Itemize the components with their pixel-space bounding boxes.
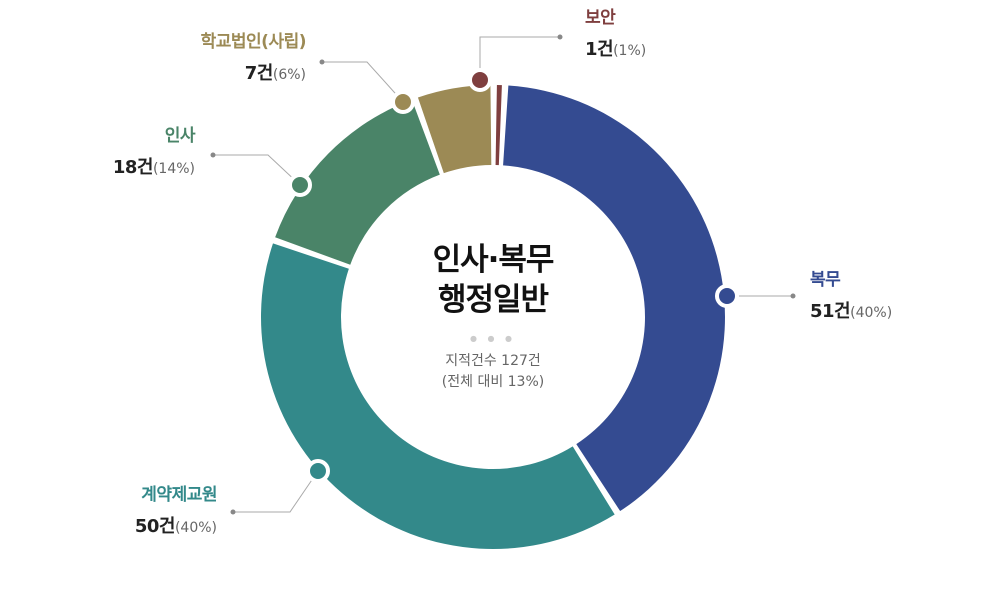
chart-subtitle-2: (전체 대비 13%) xyxy=(441,374,545,390)
label-count: 50건 xyxy=(134,516,176,537)
label-name: 계약제교원 xyxy=(141,485,217,505)
label-percent: (1%) xyxy=(613,43,647,59)
label-name: 인사 xyxy=(164,126,196,146)
slice-marker-dot xyxy=(391,90,415,114)
label-percent: (40%) xyxy=(850,305,893,321)
chart-title-line2: 행정일반 xyxy=(437,282,549,318)
slice-marker-dot xyxy=(306,459,330,483)
label-insa: 인사 18건(14%) xyxy=(112,126,196,178)
label-count: 1건 xyxy=(585,39,614,60)
donut-slice-복무 xyxy=(503,85,726,512)
label-count: 18건 xyxy=(112,157,154,178)
leader-end-dot xyxy=(319,59,325,65)
donut-slice-인사 xyxy=(275,99,440,265)
label-count: 51건 xyxy=(810,301,851,322)
donut-slice-학교법인(사립) xyxy=(417,85,492,174)
leader-line-school xyxy=(322,61,404,103)
label-contract-teacher: 계약제교원 50건(40%) xyxy=(134,485,218,537)
donut-slice-보안 xyxy=(495,85,502,166)
chart-subtitle-1: 지적건수 127건 xyxy=(445,353,541,369)
label-count: 7건 xyxy=(244,63,274,84)
leader-end-dot xyxy=(557,34,563,40)
label-percent: (14%) xyxy=(152,161,195,177)
slice-marker-dot xyxy=(468,68,492,92)
slice-marker-dot xyxy=(715,284,739,308)
dots-divider: ● ● ● xyxy=(469,334,517,343)
label-name: 학교법인(사립) xyxy=(200,32,307,52)
label-percent: (6%) xyxy=(272,67,306,83)
leader-line-insa xyxy=(213,154,301,186)
chart-title-line1: 인사·복무 xyxy=(432,242,555,278)
label-school-corp: 학교법인(사립) 7건(6%) xyxy=(200,32,307,84)
leader-end-dot xyxy=(230,509,236,515)
leader-line-contract xyxy=(233,470,319,513)
donut-slice-계약제교원 xyxy=(261,243,615,550)
leader-line-boan xyxy=(479,36,560,80)
leader-end-dot xyxy=(790,293,796,299)
label-name: 보안 xyxy=(585,8,616,28)
label-name: 복무 xyxy=(810,270,841,290)
label-percent: (40%) xyxy=(174,520,217,536)
chart-center-label: 인사·복무 행정일반 ● ● ● 지적건수 127건 (전체 대비 13%) xyxy=(393,240,593,393)
label-boan: 보안 1건(1%) xyxy=(585,10,646,59)
leader-end-dot xyxy=(210,152,216,158)
label-bokmu: 복무 51건(40%) xyxy=(810,272,892,321)
slice-marker-dot xyxy=(288,173,312,197)
